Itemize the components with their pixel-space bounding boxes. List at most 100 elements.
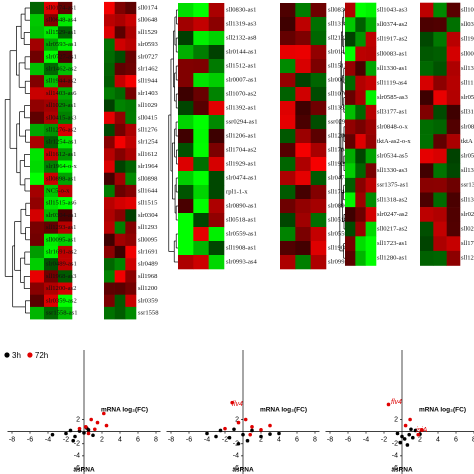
heatmap-cell <box>44 306 59 320</box>
heatmap-cell <box>125 294 137 308</box>
point <box>102 411 106 416</box>
heatmap-cell <box>58 209 73 222</box>
heatmap-cell <box>280 129 296 144</box>
heatmap-cell <box>44 258 59 271</box>
heatmap-cell <box>355 221 366 237</box>
heatmap-cell <box>433 104 447 120</box>
point <box>68 428 73 433</box>
heatmap-cell <box>310 45 327 60</box>
heatmap-cell <box>178 255 194 270</box>
row-label: sll0083 <box>461 50 474 57</box>
row-label: slr1403 <box>138 90 158 97</box>
heatmap-cell <box>420 207 434 222</box>
heatmap-cell <box>365 207 377 222</box>
row-label: sll3177 <box>461 109 474 116</box>
legend-marker <box>4 352 10 358</box>
heatmap-cell <box>208 129 225 144</box>
heatmap-cell <box>446 17 461 33</box>
heatmap-cell <box>114 245 126 259</box>
heatmap-cell <box>178 241 194 256</box>
x-tick-label: -4 <box>363 437 369 444</box>
point <box>232 427 236 432</box>
heatmap-cell <box>355 177 366 193</box>
row-label: sll1276 <box>138 127 158 134</box>
row-label: sll0648 <box>138 17 158 24</box>
heatmap-cell <box>30 221 45 234</box>
heatmap-cell <box>44 172 59 186</box>
heatmap-cell <box>104 123 115 137</box>
heatmap-cell <box>125 38 137 51</box>
heatmap-cell <box>310 17 327 32</box>
row-label: sll0898 <box>138 175 158 182</box>
heatmap-cell <box>114 172 126 186</box>
heatmap-cell <box>310 185 327 200</box>
heatmap-cell <box>114 38 126 51</box>
heatmap-cell <box>58 160 73 173</box>
heatmap-cell <box>433 177 447 193</box>
heatmap-cell <box>295 143 311 158</box>
row-label: slr1462-as2 <box>46 66 77 73</box>
heatmap-cell <box>104 62 115 76</box>
heatmap-cell <box>280 185 296 200</box>
heatmap-cell <box>44 136 59 149</box>
heatmap-cell <box>355 250 366 266</box>
heatmap-cell <box>295 241 311 256</box>
row-label: sll1330-as1 <box>377 65 407 72</box>
point <box>205 431 209 436</box>
heatmap-cell <box>310 171 327 186</box>
heatmap-cell <box>420 250 434 266</box>
row-label: slr1691 <box>138 249 158 256</box>
heatmap-cell <box>420 104 434 120</box>
point <box>268 423 272 428</box>
heatmap-cell <box>125 50 137 64</box>
heatmap-cell <box>114 62 126 76</box>
heatmap-cell <box>280 227 296 242</box>
heatmap-cell <box>295 17 311 32</box>
heatmap-cell <box>30 99 45 112</box>
row-label: sll1200-as2 <box>46 285 76 292</box>
row-label: sll1206-as1 <box>226 133 256 140</box>
heatmap-cell <box>295 129 311 144</box>
heatmap-cell <box>208 3 225 18</box>
heatmap-cell <box>208 255 225 270</box>
point <box>50 432 55 437</box>
annotation: isiA <box>416 427 428 434</box>
heatmap-cell <box>44 26 59 39</box>
point <box>218 428 223 433</box>
y-axis-label: asRNA <box>391 467 413 474</box>
row-label: sll1917 <box>461 36 474 43</box>
heatmap-cell <box>58 111 73 125</box>
row-label: sll1029 <box>138 102 158 109</box>
heatmap-cell <box>193 185 209 200</box>
row-label: sll0217-as2 <box>377 226 407 233</box>
heatmap-cell <box>58 14 73 27</box>
heatmap-cell <box>193 129 209 144</box>
x-tick-label: -6 <box>345 437 351 444</box>
row-label: sll1200 <box>138 285 158 292</box>
x-tick-label: 6 <box>295 437 299 444</box>
row-label: sll1276-as2 <box>46 127 76 134</box>
row-label: ssr1375 <box>461 182 474 189</box>
heatmap-cell <box>280 213 296 228</box>
heatmap-cell <box>114 209 126 222</box>
heatmap-cell <box>295 199 311 214</box>
row-label: sll0374-as2 <box>377 21 407 28</box>
row-label: sll1512 <box>328 63 347 70</box>
row-label: slr0534-as5 <box>377 153 408 160</box>
heatmap-cell <box>420 2 434 18</box>
heatmap-cell <box>30 26 45 39</box>
row-label: sll0830-as1 <box>226 7 256 14</box>
heatmap-cell <box>280 87 296 102</box>
row-label: sll1043-as3 <box>377 7 408 14</box>
point <box>416 432 421 437</box>
heatmap-cell <box>104 197 115 210</box>
x-tick-label: -2 <box>63 437 69 444</box>
heatmap-cell <box>104 258 115 271</box>
row-label: tktA <box>461 138 473 145</box>
x-tick-label: 2 <box>418 437 422 444</box>
heatmap-cell <box>446 177 461 193</box>
heatmap-cell <box>208 115 225 130</box>
y-axis-label: asRNA <box>232 467 254 474</box>
x-tick-label: -4 <box>45 437 51 444</box>
heatmap-cell <box>44 99 59 112</box>
